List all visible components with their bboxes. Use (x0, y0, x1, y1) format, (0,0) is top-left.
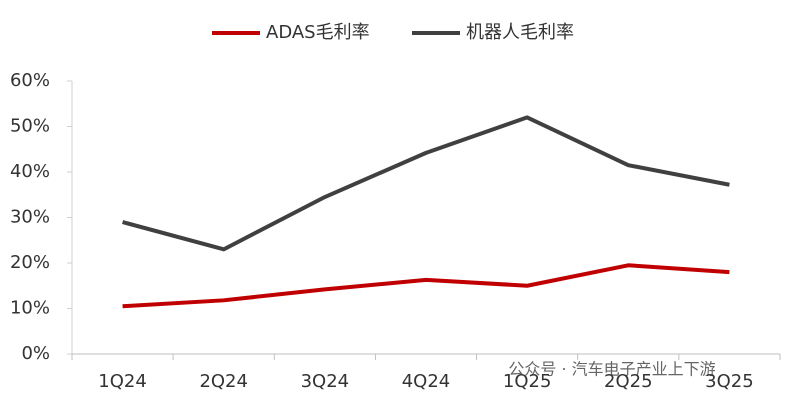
x-tick-label: 1Q25 (503, 371, 552, 392)
y-tick-label: 40% (10, 161, 50, 182)
y-tick-label: 20% (10, 252, 50, 273)
legend-label: 机器人毛利率 (466, 22, 574, 43)
y-tick-label: 0% (21, 343, 50, 364)
y-tick-label: 50% (10, 116, 50, 137)
x-tick-label: 1Q24 (98, 371, 147, 392)
series-line (122, 115, 730, 252)
series-line (122, 263, 730, 309)
x-tick-label: 2Q25 (604, 371, 653, 392)
watermark: 公众号 · 汽车电子产业上下游 (508, 360, 715, 379)
y-tick-label: 10% (10, 298, 50, 319)
y-tick-label: 60% (10, 70, 50, 91)
x-tick-label: 3Q24 (301, 371, 350, 392)
x-tick-label: 3Q25 (705, 371, 754, 392)
x-tick-label: 2Q24 (199, 371, 248, 392)
y-tick-label: 30% (10, 207, 50, 228)
legend-label: ADAS毛利率 (266, 22, 370, 43)
x-tick-label: 4Q24 (402, 371, 451, 392)
